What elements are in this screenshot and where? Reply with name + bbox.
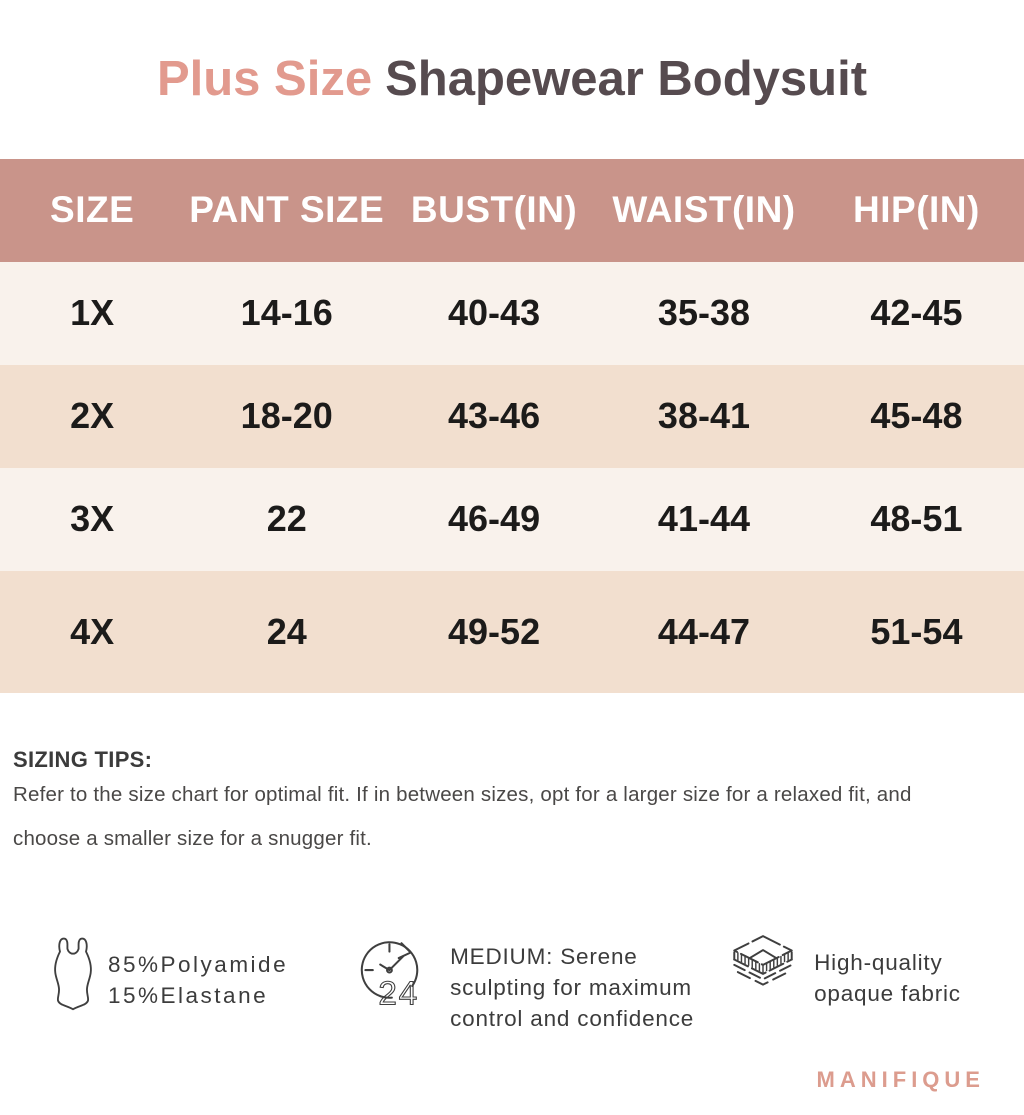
cell-size: 1X bbox=[70, 292, 115, 334]
cell-pant-size: 18-20 bbox=[240, 395, 333, 437]
cell-waist: 41-44 bbox=[657, 498, 750, 540]
col-header-size: SIZE bbox=[50, 189, 135, 231]
col-header-waist: WAIST(IN) bbox=[612, 189, 796, 231]
table-row-2x: 2X 18-20 43-46 38-41 45-48 bbox=[0, 364, 1024, 468]
col-header-pant-size: PANT SIZE bbox=[189, 189, 385, 231]
clock-24-label: 24 bbox=[378, 975, 419, 1009]
size-table-header-row: SIZE PANT SIZE BUST(IN) WAIST(IN) HIP(IN… bbox=[0, 158, 1024, 262]
page-title-accent: Plus Size bbox=[156, 52, 373, 107]
cell-bust: 43-46 bbox=[448, 395, 541, 437]
table-row-3x: 3X 22 46-49 41-44 48-51 bbox=[0, 467, 1024, 571]
sizing-tips-heading: SIZING TIPS: bbox=[13, 746, 153, 772]
cell-hip: 51-54 bbox=[870, 610, 963, 652]
cell-bust: 46-49 bbox=[448, 498, 541, 540]
cell-waist: 35-38 bbox=[657, 292, 750, 334]
fabric-composition-text: 85%Polyamide 15%Elastane bbox=[108, 951, 289, 1008]
sizing-tips-text-line: choose a smaller size for a snugger fit. bbox=[13, 826, 372, 850]
fabric-composition-feature: 85%Polyamide 15%Elastane bbox=[52, 933, 288, 1013]
cell-bust: 49-52 bbox=[448, 610, 541, 652]
cell-pant-size: 24 bbox=[266, 610, 307, 652]
cell-hip: 45-48 bbox=[870, 395, 963, 437]
fabric-quality-text: High-quality opaque fabric bbox=[814, 949, 961, 1006]
cell-size: 3X bbox=[70, 498, 115, 540]
table-row-4x: 4X 24 49-52 44-47 51-54 bbox=[0, 570, 1024, 693]
cell-waist: 44-47 bbox=[657, 610, 750, 652]
cell-size: 4X bbox=[70, 610, 115, 652]
feature-row: 85%Polyamide 15%Elastane 24 MEDIUM: Sere… bbox=[0, 933, 1024, 1034]
cell-hip: 48-51 bbox=[870, 498, 963, 540]
control-level-text: MEDIUM: Serene sculpting for maximum con… bbox=[450, 943, 695, 1031]
fabric-quality-feature: High-quality opaque fabric bbox=[728, 933, 961, 1009]
size-table: SIZE PANT SIZE BUST(IN) WAIST(IN) HIP(IN… bbox=[0, 158, 1024, 693]
cell-pant-size: 14-16 bbox=[240, 292, 333, 334]
size-chart-page: Plus Size Shapewear Bodysuit SIZE PANT S… bbox=[0, 33, 1024, 1115]
page-title: Plus Size Shapewear Bodysuit bbox=[0, 33, 1024, 126]
col-header-hip: HIP(IN) bbox=[853, 189, 980, 231]
clock-24-icon: 24 bbox=[360, 940, 419, 1009]
cell-size: 2X bbox=[70, 395, 115, 437]
table-row-1x: 1X 14-16 40-43 35-38 42-45 bbox=[0, 261, 1024, 365]
page-title-rest: Shapewear Bodysuit bbox=[385, 52, 868, 107]
fabric-layers-icon bbox=[733, 934, 793, 986]
cell-pant-size: 22 bbox=[266, 498, 307, 540]
sizing-tips-text-line: Refer to the size chart for optimal fit.… bbox=[13, 782, 912, 806]
cell-waist: 38-41 bbox=[657, 395, 750, 437]
brand-logo: MANIFIQUE bbox=[816, 1066, 985, 1092]
cell-bust: 40-43 bbox=[448, 292, 541, 334]
bodysuit-icon bbox=[54, 937, 92, 1010]
control-level-feature: 24 MEDIUM: Serene sculpting for maximum … bbox=[358, 933, 694, 1034]
cell-hip: 42-45 bbox=[870, 292, 963, 334]
col-header-bust: BUST(IN) bbox=[410, 189, 578, 231]
sizing-tips-section: SIZING TIPS: Refer to the size chart for… bbox=[0, 693, 1024, 861]
